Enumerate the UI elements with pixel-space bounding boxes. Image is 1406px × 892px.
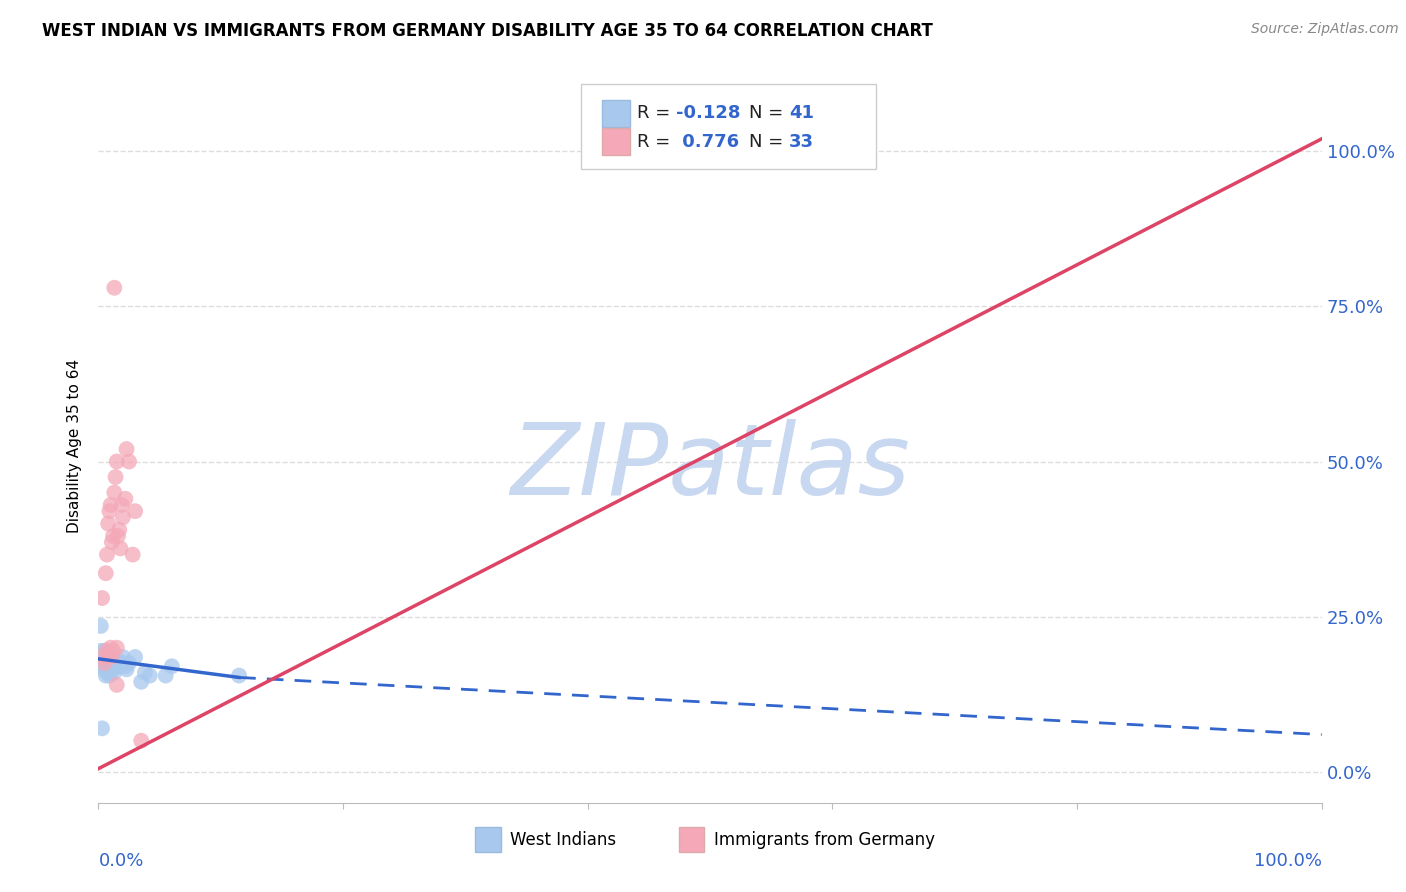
Point [98,504,121,518]
Point [118,656,141,670]
Point [129,733,152,747]
Point [93,653,115,667]
Point [100,640,122,655]
Point [96,656,118,670]
Point [101,644,124,658]
Point [101,659,124,673]
Point [98,647,121,661]
Point [98,665,121,680]
Point [118,454,141,468]
Point [96,665,118,680]
Point [103,665,125,680]
Point [91,722,114,736]
Point [90,644,112,658]
Point [97,516,120,531]
Point [124,504,146,518]
Text: 0.0%: 0.0% [98,852,143,870]
Text: WEST INDIAN VS IMMIGRANTS FROM GERMANY DISABILITY AGE 35 TO 64 CORRELATION CHART: WEST INDIAN VS IMMIGRANTS FROM GERMANY D… [42,22,934,40]
Point [93,644,115,658]
Point [110,541,132,556]
Text: R =: R = [637,104,676,122]
Point [91,591,114,605]
Point [115,662,138,676]
Text: 0.776: 0.776 [676,133,740,151]
Point [105,640,128,655]
Point [104,656,127,670]
Point [112,656,135,670]
Point [93,662,115,676]
Point [114,659,136,673]
Y-axis label: Disability Age 35 to 64: Disability Age 35 to 64 [67,359,83,533]
Point [108,523,131,537]
Text: 41: 41 [789,104,814,122]
Point [97,650,120,665]
Text: Immigrants from Germany: Immigrants from Germany [714,831,935,849]
Point [155,668,177,682]
Point [114,491,136,506]
Point [108,659,131,673]
Point [98,668,121,682]
Point [91,650,114,665]
Point [107,656,129,670]
Text: N =: N = [749,104,789,122]
Text: West Indians: West Indians [510,831,616,849]
Text: ZIPatlas: ZIPatlas [510,419,910,516]
Point [91,659,114,673]
Point [97,653,120,667]
Point [121,548,143,562]
Point [101,535,124,549]
Text: N =: N = [749,133,789,151]
Point [105,678,128,692]
Point [101,650,124,665]
Point [105,454,128,468]
Text: 100.0%: 100.0% [1254,852,1322,870]
Point [111,498,134,512]
Point [101,653,124,667]
Point [105,653,128,667]
Point [91,656,114,670]
Point [100,659,122,673]
Point [96,659,118,673]
Point [103,485,125,500]
Point [124,650,146,665]
Point [134,665,156,680]
Text: -0.128: -0.128 [676,104,741,122]
Point [103,281,125,295]
Point [104,470,127,484]
Point [93,656,115,670]
Point [94,659,117,673]
Text: 33: 33 [789,133,814,151]
Text: Source: ZipAtlas.com: Source: ZipAtlas.com [1251,22,1399,37]
Point [160,659,183,673]
Point [96,548,118,562]
Point [90,619,112,633]
Point [101,529,124,543]
Point [107,529,129,543]
Point [111,510,134,524]
Point [96,644,118,658]
Point [129,674,152,689]
Point [111,650,134,665]
Text: R =: R = [637,133,676,151]
Point [101,656,124,670]
Point [100,662,122,676]
Point [101,662,124,676]
Point [139,668,162,682]
Point [100,498,122,512]
Point [228,668,250,682]
Point [94,566,117,581]
Point [115,442,138,456]
Point [94,668,117,682]
Point [91,650,114,665]
Point [97,662,120,676]
